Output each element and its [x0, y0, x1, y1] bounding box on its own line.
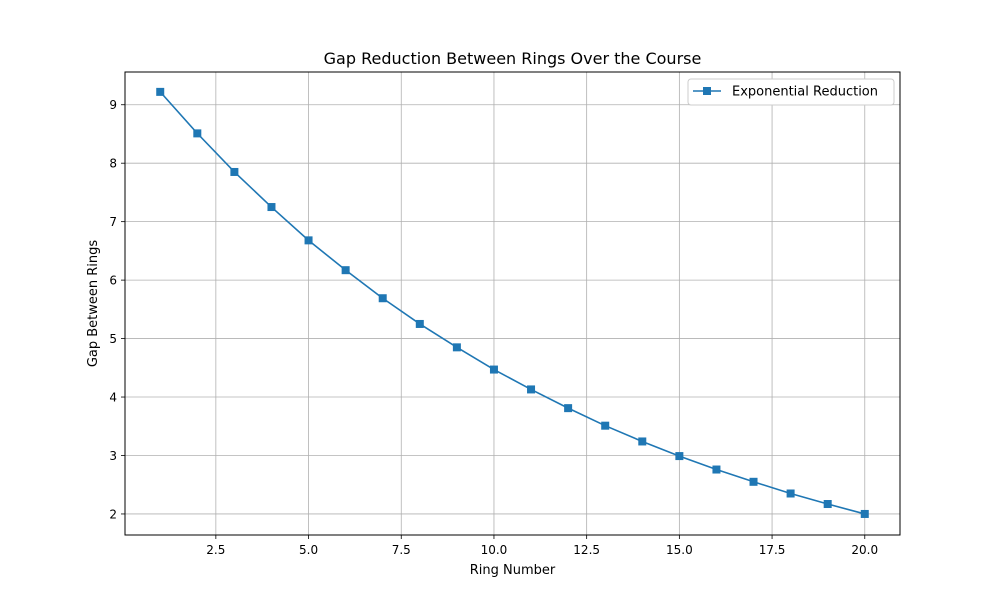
y-tick-label: 3	[109, 449, 117, 463]
data-point	[860, 509, 869, 518]
series-line	[159, 91, 865, 515]
x-tick-label: 12.5	[573, 543, 600, 557]
data-point	[601, 421, 610, 430]
data-point	[527, 385, 536, 394]
data-point	[415, 319, 424, 328]
chart-title: Gap Reduction Between Rings Over the Cou…	[324, 49, 702, 68]
plot-frame	[124, 71, 901, 536]
x-tick-label: 17.5	[759, 543, 786, 557]
data-point	[749, 477, 758, 486]
grid	[125, 72, 900, 535]
data-point	[712, 465, 721, 474]
x-tick-label: 10.0	[481, 543, 508, 557]
x-tick-label: 20.0	[851, 543, 878, 557]
y-axis-label: Gap Between Rings	[86, 240, 101, 368]
legend: Exponential Reduction	[687, 78, 895, 106]
data-point	[452, 343, 461, 352]
y-tick-label: 4	[109, 391, 117, 405]
y-tick-label: 2	[109, 507, 117, 521]
data-point	[564, 404, 573, 413]
data-point	[341, 266, 350, 275]
x-tick-label: 5.0	[299, 543, 318, 557]
data-point	[304, 236, 313, 245]
data-point	[156, 87, 165, 96]
legend-box	[687, 78, 895, 106]
x-axis-ticks: 2.5 5.0 7.5 10.0 12.5 15.0 17.5 20.0	[206, 535, 878, 557]
data-point	[823, 500, 832, 509]
data-point	[489, 365, 498, 374]
legend-label: Exponential Reduction	[732, 85, 878, 100]
data-point	[230, 167, 239, 176]
y-tick-label: 7	[109, 215, 117, 229]
x-tick-label: 15.0	[666, 543, 693, 557]
y-axis-ticks: 2 3 4 5 6 7 8 9	[109, 98, 125, 521]
data-point	[675, 452, 684, 461]
data-point	[638, 437, 647, 446]
series-layer	[156, 87, 869, 518]
y-tick-label: 9	[109, 98, 117, 112]
data-point	[378, 294, 387, 303]
x-tick-label: 2.5	[206, 543, 225, 557]
data-point	[786, 489, 795, 498]
y-tick-label: 6	[109, 274, 117, 288]
x-axis-label: Ring Number	[470, 563, 556, 578]
legend-marker-swatch	[703, 87, 711, 95]
data-point	[193, 129, 202, 138]
y-tick-label: 5	[109, 332, 117, 346]
x-tick-label: 7.5	[392, 543, 411, 557]
data-point	[267, 203, 276, 212]
y-tick-label: 8	[109, 157, 117, 171]
